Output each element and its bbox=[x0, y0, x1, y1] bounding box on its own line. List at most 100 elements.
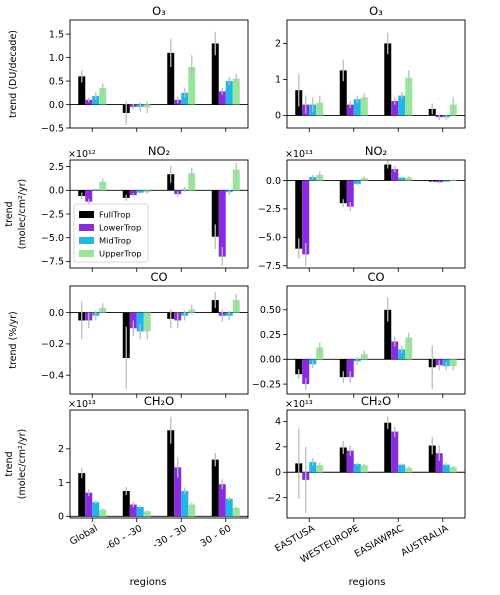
bar-uppertrop bbox=[188, 504, 196, 517]
bar-fulltrop bbox=[339, 447, 347, 473]
bar-fulltrop bbox=[428, 445, 436, 473]
bar-midtrop bbox=[181, 92, 189, 105]
bar-uppertrop bbox=[232, 507, 240, 517]
y-tick-label: −0.5 bbox=[41, 123, 64, 134]
x-tick-label: EASIAWPAC bbox=[353, 523, 406, 560]
bar-uppertrop bbox=[99, 509, 107, 517]
panel-title: CO bbox=[150, 270, 167, 284]
y-tick-label: 0.0 bbox=[49, 186, 64, 197]
bar-fulltrop bbox=[384, 43, 392, 116]
legend-swatch bbox=[79, 250, 94, 257]
bar-fulltrop bbox=[122, 190, 130, 198]
y-tick-label: 1 bbox=[275, 75, 281, 86]
bar-lowertrop bbox=[391, 101, 399, 116]
bar-midtrop bbox=[353, 464, 361, 473]
bar-midtrop bbox=[398, 464, 406, 473]
panel-title: CH₂O bbox=[144, 394, 174, 408]
y-tick-label: −2 bbox=[267, 493, 281, 504]
bar-midtrop bbox=[225, 498, 233, 517]
y-tick-label: 1.5 bbox=[49, 29, 64, 40]
legend-label: MidTrop bbox=[99, 236, 131, 246]
bar-fulltrop bbox=[339, 359, 347, 378]
bar-lowertrop bbox=[435, 453, 443, 473]
y-tick-label: 0.25 bbox=[260, 330, 281, 341]
y-tick-label: −7.5 bbox=[41, 257, 64, 268]
y-tick-label: 0 bbox=[275, 468, 281, 479]
bar-lowertrop bbox=[302, 180, 310, 255]
bar-fulltrop bbox=[122, 491, 130, 517]
bar-uppertrop bbox=[232, 169, 240, 191]
y-tick-label: 0.0 bbox=[266, 176, 281, 187]
bar-uppertrop bbox=[360, 465, 368, 473]
bar-uppertrop bbox=[143, 511, 151, 517]
bar-midtrop bbox=[136, 190, 144, 193]
y-tick-label: −0.25 bbox=[252, 379, 281, 390]
y-tick-label: −7.5 bbox=[258, 261, 281, 272]
axis-multiplier: ×10¹³ bbox=[285, 149, 313, 160]
y-tick-label: 0.50 bbox=[260, 305, 281, 316]
bar-fulltrop bbox=[78, 76, 86, 105]
bar-fulltrop bbox=[339, 70, 347, 116]
bar-uppertrop bbox=[232, 78, 240, 105]
y-tick-label: −2.5 bbox=[258, 204, 281, 215]
bar-midtrop bbox=[92, 96, 100, 105]
y-tick-label: 2 bbox=[275, 442, 281, 453]
x-tick-label: -30 - 30 bbox=[151, 523, 189, 551]
axes-frame bbox=[69, 285, 249, 395]
y-tick-label: 2.5 bbox=[49, 162, 64, 173]
panel-6: CO −0.25 0.00 0.25 0.50 bbox=[252, 270, 466, 398]
y-tick-label: 2 bbox=[275, 39, 281, 50]
y-tick-label: 1.0 bbox=[49, 53, 64, 64]
bar-lowertrop bbox=[129, 504, 137, 517]
panel-title: O₃ bbox=[152, 4, 166, 18]
bar-fulltrop bbox=[384, 309, 392, 360]
legend-swatch bbox=[79, 224, 94, 231]
axes-frame bbox=[69, 409, 249, 519]
bar-midtrop bbox=[353, 99, 361, 116]
axis-multiplier: ×10¹² bbox=[68, 149, 96, 160]
axes-frame bbox=[286, 19, 466, 129]
bar-lowertrop bbox=[129, 190, 137, 196]
legend-label: LowerTrop bbox=[99, 223, 141, 233]
x-tick-label: -60 - -30 bbox=[104, 523, 145, 553]
bar-lowertrop bbox=[346, 104, 354, 116]
y-axis-label: (molec/cm²/yr) bbox=[17, 429, 28, 499]
panel-title: CO bbox=[367, 270, 384, 284]
bar-midtrop bbox=[353, 180, 361, 184]
y-tick-label: −0.2 bbox=[41, 339, 64, 350]
bar-lowertrop bbox=[391, 169, 399, 181]
x-tick-label: 30 - 60 bbox=[199, 523, 234, 549]
bar-lowertrop bbox=[85, 99, 93, 105]
legend-swatch bbox=[79, 211, 94, 218]
bar-fulltrop bbox=[167, 430, 175, 517]
axes-frame bbox=[286, 159, 466, 269]
bar-lowertrop bbox=[218, 91, 226, 105]
bar-uppertrop bbox=[99, 181, 107, 191]
bar-fulltrop bbox=[78, 473, 86, 517]
panel-3: NO₂ ×10¹² trend (molec/cm²/yr) −7.5 −5.0 −2.5 0… bbox=[4, 144, 249, 272]
bar-uppertrop bbox=[405, 177, 413, 181]
y-tick-label: 0.0 bbox=[49, 100, 64, 111]
y-tick-label: −5.0 bbox=[41, 233, 64, 244]
y-tick-label: 0.0 bbox=[49, 308, 64, 319]
axes-frame bbox=[69, 159, 249, 269]
bar-fulltrop bbox=[384, 422, 392, 473]
y-tick-label: −0.4 bbox=[41, 371, 64, 382]
bar-midtrop bbox=[92, 502, 100, 517]
bar-uppertrop bbox=[99, 88, 107, 105]
bar-lowertrop bbox=[346, 180, 354, 207]
bar-uppertrop bbox=[405, 77, 413, 116]
y-axis-label: trend bbox=[4, 201, 15, 226]
bar-fulltrop bbox=[211, 459, 219, 517]
panel-7: CH₂O ×10¹³ trend (molec/cm²/yr) 0 1 2 Global -60… bbox=[4, 394, 249, 553]
y-tick-label: −5.0 bbox=[258, 233, 281, 244]
bar-midtrop bbox=[225, 81, 233, 105]
panel-1: O₃ trend (DU/decade) −0.5 0.0 0.5 1.0 1.5 bbox=[8, 4, 249, 134]
bar-uppertrop bbox=[188, 66, 196, 105]
bar-midtrop bbox=[398, 349, 406, 360]
bar-lowertrop bbox=[174, 467, 182, 517]
bar-uppertrop bbox=[188, 173, 196, 191]
bar-lowertrop bbox=[302, 359, 310, 385]
bar-fulltrop bbox=[295, 359, 303, 375]
